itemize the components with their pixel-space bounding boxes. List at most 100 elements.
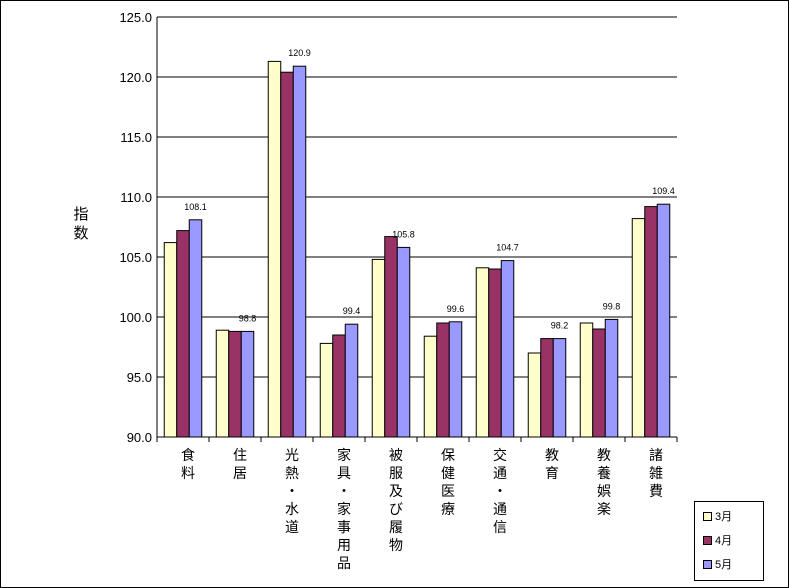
category-label-char: 及 [389,484,403,500]
bar [384,236,398,438]
data-label: 99.4 [343,306,361,316]
data-label: 98.8 [239,313,257,323]
bar [396,246,411,438]
y-tick-label: 120.0 [119,70,152,85]
bar [240,330,255,438]
bar [267,60,282,438]
bar [644,206,658,438]
bar [371,258,386,438]
category-label-char: 食 [181,447,195,464]
y-tick-label: 90.0 [127,430,152,445]
category-label-char: 教 [597,448,611,464]
bar [332,334,346,438]
y-tick-label: 115.0 [120,130,152,145]
bar [319,342,334,438]
y-axis-label-char: 指 [73,205,88,223]
y-tick-label: 105.0 [119,250,152,265]
category-label-char: 諸 [649,448,663,464]
bar [163,242,178,438]
y-tick-label: 110.0 [120,190,152,205]
data-label: 99.8 [603,301,621,311]
category-label-char: ・ [337,484,351,500]
bar [280,71,294,438]
bar [448,321,463,438]
grid-lines [157,16,677,378]
category-label-char: 療 [441,501,455,518]
bar [527,352,542,438]
bar [292,65,307,438]
bar [631,218,646,438]
category-label-char: 信 [493,520,507,536]
category-label-char: 物 [389,538,403,554]
category-label-char: 熱 [285,466,299,482]
category-label-char: 事 [337,520,351,536]
category-label-char: 家 [337,447,351,464]
category-label-char: 健 [441,466,455,482]
y-tick-label: 95.0 [127,370,152,385]
data-label: 108.1 [184,202,207,212]
category-label-char: 交 [493,447,507,464]
category-label-char: 居 [233,466,247,482]
bar [228,330,242,438]
axes [156,17,678,442]
data-label: 99.6 [447,304,465,314]
legend-swatch [703,559,712,569]
legend-label: 4月 [715,535,733,547]
legend-item-april: 4月 [703,532,732,548]
category-label-char: 品 [337,556,351,572]
category-label-char: 医 [441,484,455,500]
y-tick-label: 125.0 [119,10,152,25]
category-label-char: 住 [233,448,247,464]
bar [604,318,619,438]
category-label-char: 育 [545,466,559,482]
bar [592,328,606,438]
legend-item-may: 5月 [703,556,732,572]
bar [579,322,594,438]
category-label-char: 用 [337,538,351,554]
bar [436,322,450,438]
bars [163,60,671,438]
bar [540,338,554,438]
legend-label: 5月 [715,559,733,571]
bar [423,335,438,438]
category-label-char: 服 [389,466,403,482]
bar [176,230,190,438]
data-label: 98.2 [551,321,569,331]
y-tick-labels: 90.0 95.0 100.0 105.0 110.0 115.0 120.0 125.0 [119,10,152,445]
category-label-char: ・ [285,484,299,500]
bar [552,338,567,438]
category-label-char: 保 [441,448,455,464]
y-tick-label: 100.0 [119,310,152,325]
category-label-char: 楽 [597,502,611,518]
bar [500,260,515,438]
bar [475,267,490,438]
category-label-char: 費 [649,484,663,500]
bar [656,203,671,438]
bar [215,329,230,438]
bar [488,268,502,438]
bar [344,323,359,438]
y-axis-label-char: 数 [73,224,88,242]
category-label-char: 家 [337,501,351,518]
y-axis-label: 指数 [73,205,88,242]
legend-swatch [703,535,712,545]
category-label-char: 料 [181,466,195,482]
category-label-char: 光 [285,448,299,464]
legend: 3月 4月 5月 [694,501,764,581]
category-label-char: 養 [597,465,611,482]
category-label-char: 教 [545,448,559,464]
data-label: 109.4 [652,186,675,196]
data-label: 120.9 [288,48,311,58]
category-label-char: 具 [337,466,351,482]
bar [188,219,203,438]
category-label-char: 通 [493,502,507,518]
legend-item-march: 3月 [703,508,732,524]
category-label-char: 被 [389,448,403,464]
data-label: 104.7 [496,243,519,253]
legend-swatch [703,511,712,521]
category-label-char: ・ [493,484,507,500]
legend-label: 3月 [715,511,733,523]
category-label-char: び [389,502,403,518]
